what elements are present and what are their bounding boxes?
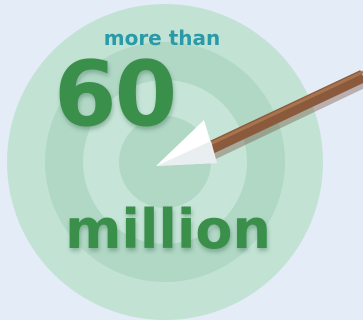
arrow-icon [156,70,363,166]
arrow-head-shade [156,141,217,166]
stat-number: 60 [54,42,177,147]
arrow-shaft [207,70,363,154]
arrow-shaft-highlight [207,70,363,147]
stat-prefix: more than [103,26,221,50]
stat-unit: million [65,198,271,261]
